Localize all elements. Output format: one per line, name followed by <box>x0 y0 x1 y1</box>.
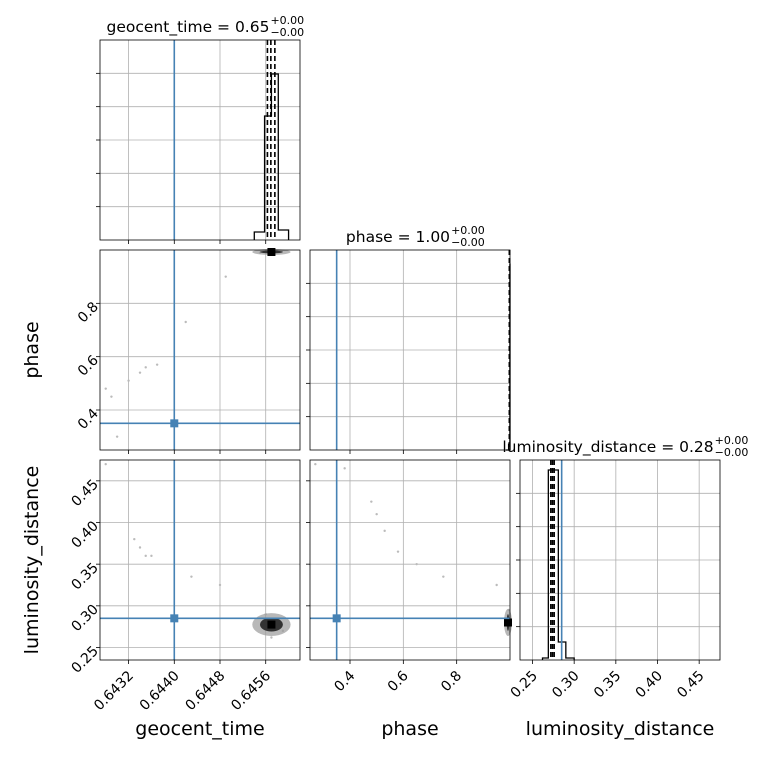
x-tick-label: 0.8 <box>438 668 465 695</box>
x-tick-label: 0.30 <box>549 668 582 701</box>
panel-hist-geocent_time <box>99 39 301 241</box>
title-text: phase = 1.00 <box>346 228 450 246</box>
y-tick-label: 0.30 <box>69 602 102 635</box>
panel-phase_luminosity_distance <box>309 459 511 661</box>
y-tick-label: 0.25 <box>69 643 102 676</box>
x-tick-label: 0.6432 <box>91 668 137 714</box>
title-upper-error: +0.00 <box>270 14 304 27</box>
sample-point <box>314 462 317 466</box>
x-tick-label: 0.6440 <box>137 668 183 714</box>
sample-point <box>370 500 373 503</box>
y-tick-label: 0.35 <box>69 560 102 593</box>
title-lower-error: −0.00 <box>270 26 304 39</box>
x-tick-label: 0.6456 <box>228 668 274 714</box>
x-tick-label: 0.6448 <box>183 668 229 714</box>
sample-point <box>396 550 400 553</box>
title-lower-error: −0.00 <box>451 236 485 249</box>
histogram-luminosity_distance <box>541 469 575 660</box>
x-tick-label: 0.45 <box>674 668 707 701</box>
title-lower-error: −0.00 <box>715 446 749 459</box>
panel-hist-phase <box>309 249 511 451</box>
sample-point <box>224 275 227 278</box>
title-text: geocent_time = 0.65 <box>107 18 270 37</box>
sample-point <box>218 583 222 587</box>
density-peak <box>504 618 512 627</box>
sample-point <box>115 435 119 438</box>
title-upper-error: +0.00 <box>715 434 749 447</box>
x-tick-label: 0.6 <box>385 668 412 695</box>
y-tick-label: 0.40 <box>69 518 102 551</box>
title-geocent_time: geocent_time = 0.65 +0.00−0.00 <box>107 14 305 39</box>
x-axis-label-geocent_time: geocent_time <box>135 718 264 740</box>
y-axis-label-luminosity_distance: luminosity_distance <box>21 466 43 655</box>
sample-point <box>375 512 378 516</box>
panel-geocent_time_luminosity_distance <box>99 459 301 661</box>
sample-point <box>415 562 418 566</box>
x-axis-label-phase: phase <box>381 718 438 740</box>
panel-hist-luminosity_distance <box>519 459 721 661</box>
x-tick-label: 0.35 <box>591 668 624 701</box>
x-tick-label: 0.25 <box>508 668 541 701</box>
y-axis-label-phase: phase <box>21 321 43 378</box>
title-luminosity_distance: luminosity_distance = 0.28 +0.00−0.00 <box>502 434 748 459</box>
sample-point <box>383 529 386 533</box>
sample-point <box>127 379 130 382</box>
sample-point <box>104 462 107 466</box>
x-tick-label: 0.4 <box>331 668 358 695</box>
truth-marker <box>170 419 179 428</box>
x-tick-label: 0.40 <box>633 668 666 701</box>
density-peak <box>267 620 276 629</box>
title-text: luminosity_distance = 0.28 <box>502 438 713 457</box>
x-axis-label-luminosity_distance: luminosity_distance <box>526 718 715 740</box>
sample-point <box>144 554 147 558</box>
y-tick-label: 0.45 <box>69 477 102 510</box>
sample-point <box>104 387 107 390</box>
sample-point <box>150 554 153 558</box>
truth-marker <box>332 614 341 623</box>
sample-point <box>133 537 136 541</box>
sample-point <box>138 546 142 549</box>
sample-point <box>138 371 142 374</box>
sample-point <box>144 366 147 369</box>
sample-point <box>270 636 273 639</box>
title-upper-error: +0.00 <box>451 224 485 237</box>
sample-point <box>184 320 187 324</box>
histogram-geocent_time <box>253 73 290 240</box>
sample-point <box>190 575 193 578</box>
sample-point <box>155 363 159 366</box>
sample-point <box>343 467 346 470</box>
sample-point <box>110 395 113 398</box>
title-phase: phase = 1.00 +0.00−0.00 <box>346 224 485 249</box>
density-peak <box>267 248 276 256</box>
truth-marker <box>170 614 179 623</box>
sample-point <box>442 575 445 578</box>
panel-geocent_time_phase <box>99 249 301 451</box>
sample-point <box>495 583 498 587</box>
